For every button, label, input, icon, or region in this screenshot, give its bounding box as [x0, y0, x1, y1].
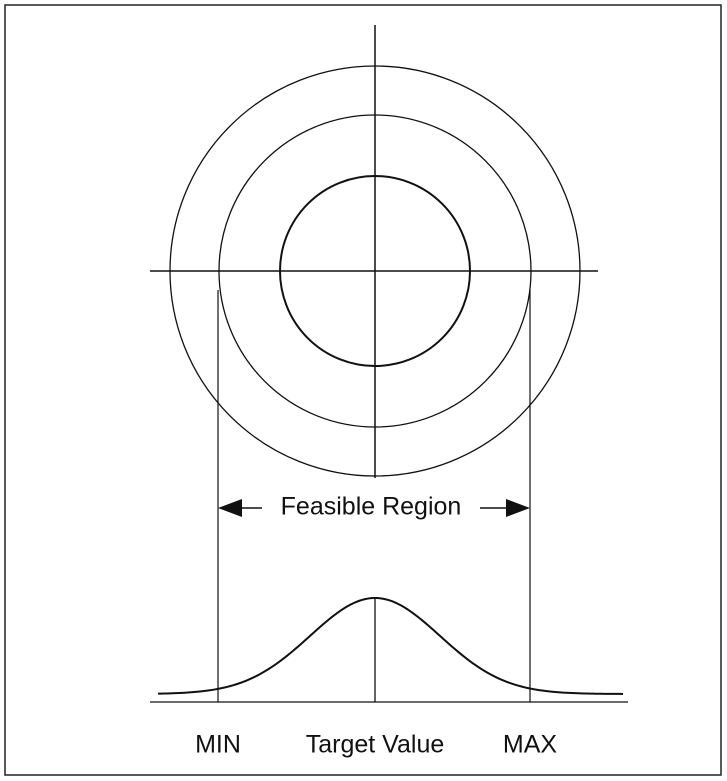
min-label: MIN — [195, 731, 241, 759]
region-arrows — [218, 499, 530, 517]
region-label: Feasible Region — [281, 493, 462, 521]
right-arrowhead — [506, 499, 530, 517]
left-arrowhead — [218, 499, 242, 517]
frame — [4, 4, 722, 776]
bell-curve — [157, 597, 624, 695]
target-label: Target Value — [306, 731, 445, 759]
max-label: MAX — [503, 731, 558, 759]
